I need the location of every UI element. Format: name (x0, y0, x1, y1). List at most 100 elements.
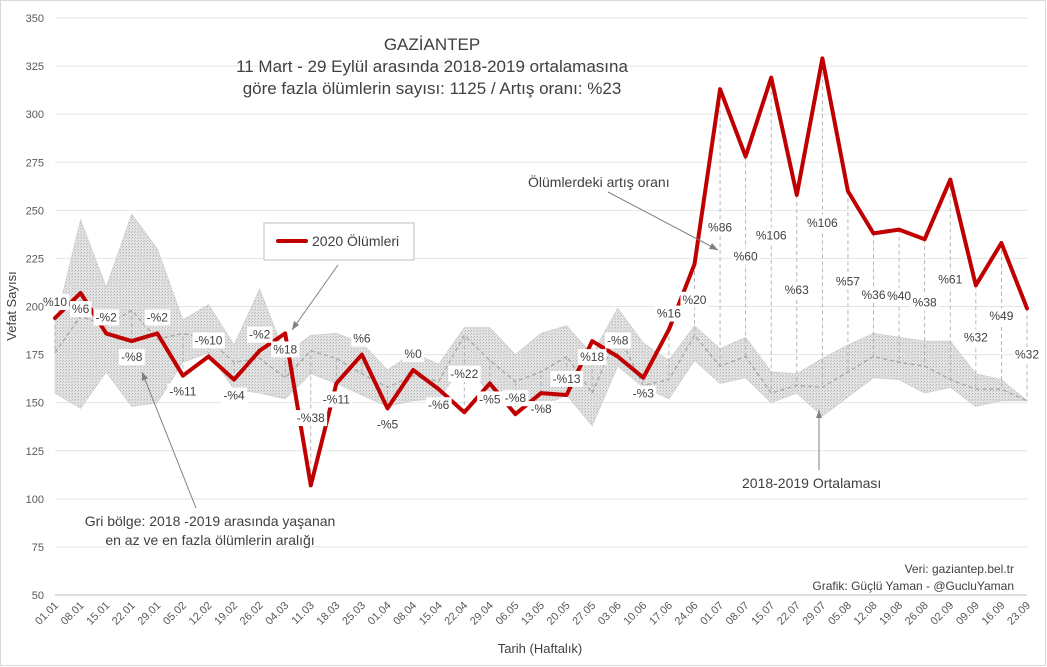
series-line-2020 (53, 56, 1029, 488)
pct-label-group: %106 (753, 227, 789, 244)
pct-label-bg (448, 365, 481, 382)
pct-label: %60 (734, 249, 758, 263)
pct-label: -%38 (297, 411, 325, 425)
pct-label-bg (630, 385, 657, 402)
pct-label: -%22 (450, 367, 478, 381)
pct-label: %40 (887, 289, 911, 303)
pct-label-group: %106 (805, 214, 841, 231)
annotations: Ölümlerdeki artış oranı 2018-2019 Ortala… (85, 173, 882, 548)
pct-label: %86 (708, 221, 732, 235)
pct-label-group: -%8 (605, 332, 631, 349)
chart-title-line-3: göre fazla ölümlerin sayısı: 1125 / Artı… (243, 79, 622, 98)
pct-label-group: %18 (271, 341, 300, 358)
legend-arrow (291, 264, 339, 331)
pct-label-bg (119, 349, 145, 366)
pct-label-group: -%5 (374, 416, 401, 433)
pct-label-bg (833, 273, 863, 290)
pct-label-group: -%11 (167, 383, 199, 400)
pct-label-group: -%3 (630, 385, 657, 402)
pct-label-group: %6 (69, 301, 92, 318)
pct-label: %16 (657, 307, 681, 321)
pct-label-bg (374, 416, 401, 433)
pct-label-bg (987, 308, 1016, 325)
band-annotation-line-1: Gri bölge: 2018 -2019 arasında yaşanan (85, 513, 336, 529)
pct-label-group: %60 (731, 248, 760, 265)
pct-label-group: -%22 (448, 365, 481, 382)
pct-label: %106 (756, 228, 787, 242)
pct-label-group: -%38 (294, 410, 328, 427)
legend: 2020 Ölümleri (263, 222, 415, 261)
pct-label-group: %18 (578, 349, 607, 366)
pct-label-group: %49 (987, 308, 1016, 325)
pct-label: -%13 (553, 372, 581, 386)
pct-label-group: -%11 (320, 391, 353, 408)
pct-label: -%6 (428, 398, 450, 412)
y-tick-label: 250 (26, 205, 44, 217)
pct-label: %32 (964, 330, 988, 344)
pct-label: -%11 (323, 392, 350, 406)
pct-label: -%11 (169, 385, 196, 399)
pct-label-bg (706, 219, 735, 236)
y-tick-label: 75 (32, 542, 44, 554)
pct-label-bg (936, 271, 965, 288)
pct-label: %20 (682, 293, 706, 307)
pct-label-group: -%6 (426, 397, 452, 414)
pct-label: -%4 (223, 389, 245, 403)
author-credit: Grafik: Güçlü Yaman - @GucluYaman (812, 579, 1014, 593)
pct-label: -%2 (249, 328, 271, 342)
pct-label-group: -%8 (528, 401, 554, 418)
pct-label: %38 (913, 296, 937, 310)
pct-label-bg (961, 329, 991, 346)
pct-label-bg (605, 332, 631, 349)
pct-label: %49 (989, 309, 1013, 323)
average-annotation: 2018-2019 Ortalaması (742, 475, 881, 491)
pct-label-bg (93, 309, 120, 326)
pct-label-group: %20 (680, 291, 709, 308)
y-tick-label: 100 (26, 494, 44, 506)
pct-label: -%8 (530, 402, 552, 416)
pct-label-group: %40 (885, 287, 914, 304)
pct-label-bg (885, 287, 914, 304)
y-axis-title: Vefat Sayısı (4, 271, 19, 340)
pct-label: %18 (273, 342, 297, 356)
pct-label-bg (731, 248, 760, 265)
pct-label-bg (69, 301, 92, 318)
pct-label-group: -%2 (144, 309, 171, 326)
pct-label: %18 (580, 350, 604, 364)
pct-label-bg (167, 383, 199, 400)
pct-label-group: %6 (351, 330, 373, 347)
legend-arrow-head (292, 321, 299, 330)
pct-label: %36 (862, 288, 886, 302)
x-axis-title: Tarih (Haftalık) (498, 641, 583, 656)
pct-label-bg (654, 305, 684, 322)
band-annotation-line-2: en az ve en fazla ölümlerin aralığı (105, 532, 314, 548)
pct-label-bg (294, 410, 328, 427)
deaths-2020-series (53, 56, 1029, 488)
pct-label-bg (1012, 346, 1042, 363)
pct-label-bg (40, 294, 70, 311)
increase-rate-annotation: Ölümlerdeki artış oranı (528, 173, 670, 190)
pct-label-group: -%8 (502, 390, 529, 407)
y-tick-label: 175 (26, 350, 44, 362)
y-tick-label: 350 (26, 13, 44, 25)
y-tick-label: 300 (26, 109, 44, 121)
pct-label: -%8 (121, 350, 143, 364)
pct-label-bg (144, 309, 171, 326)
pct-label: %57 (836, 274, 860, 288)
y-tick-label: 50 (32, 590, 44, 602)
pct-label: %106 (807, 216, 838, 230)
pct-label-group: %32 (1012, 346, 1042, 363)
y-tick-label: 200 (26, 302, 44, 314)
min-max-range-band (54, 213, 1029, 427)
chart-title-line-2: 11 Mart - 29 Eylül arasında 2018-2019 or… (236, 57, 628, 76)
pct-label-group: %32 (961, 329, 991, 346)
increase-rate-arrow (607, 191, 719, 251)
pct-label-bg (680, 291, 709, 308)
pct-label-bg (320, 391, 353, 408)
band-arrow-head (142, 372, 148, 381)
pct-label-group: %16 (654, 305, 684, 322)
pct-label-group: -%2 (93, 309, 120, 326)
pct-label-group: %63 (782, 282, 812, 299)
